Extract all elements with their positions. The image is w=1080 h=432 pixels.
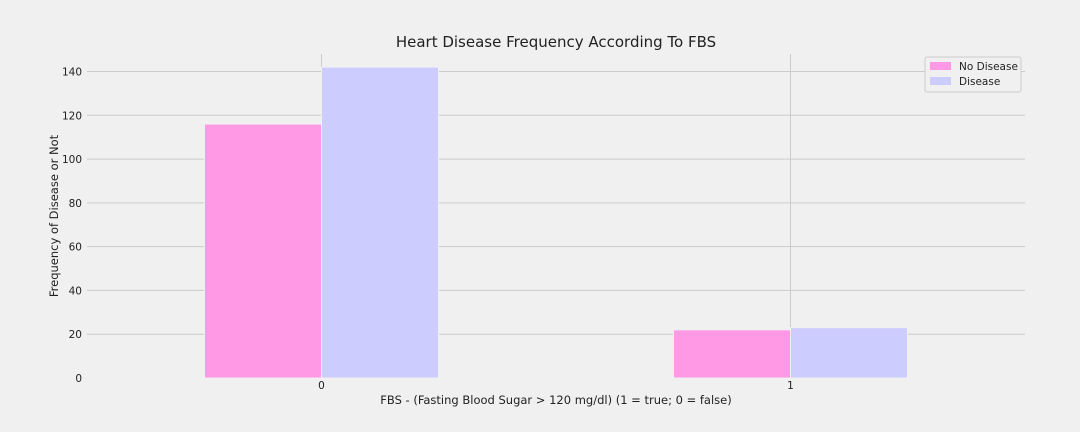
chart-title: Heart Disease Frequency According To FBS <box>396 33 716 51</box>
x-tick-label: 0 <box>318 380 325 392</box>
y-tick-label: 40 <box>69 285 82 297</box>
bar-disease-1 <box>790 327 908 379</box>
y-tick-label: 140 <box>62 67 82 79</box>
y-axis-label: Frequency of Disease or Not <box>47 134 61 297</box>
y-tick-label: 100 <box>62 154 82 166</box>
legend-label: Disease <box>959 76 1000 88</box>
bar-disease-0 <box>321 66 439 379</box>
y-tick-label: 60 <box>69 242 82 254</box>
x-tick-label: 1 <box>787 380 794 392</box>
y-tick-label: 0 <box>75 373 82 385</box>
legend-swatch <box>930 77 951 85</box>
legend-swatch <box>930 62 951 70</box>
legend: No Disease Disease <box>924 56 1022 93</box>
y-tick-label: 120 <box>62 110 82 122</box>
bars <box>204 66 908 379</box>
y-tick-label: 80 <box>69 198 82 210</box>
bar-no-disease-1 <box>673 329 791 379</box>
y-tick-label: 20 <box>69 329 82 341</box>
x-axis-label: FBS - (Fasting Blood Sugar > 120 mg/dl) … <box>380 393 731 407</box>
legend-label: No Disease <box>959 61 1018 73</box>
y-axis-ticks: 0 20 40 60 80 100 120 140 <box>62 67 82 385</box>
bar-no-disease-0 <box>204 123 322 379</box>
